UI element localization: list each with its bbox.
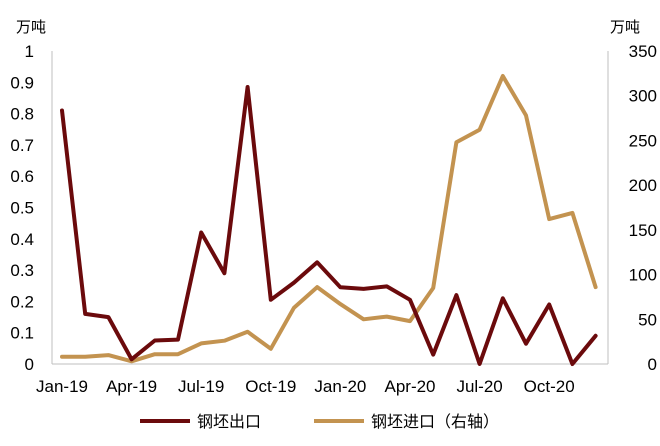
x-tick-label: Apr-19 <box>106 377 157 396</box>
right-tick-label: 300 <box>629 87 657 106</box>
x-tick-label: Jul-20 <box>456 377 502 396</box>
right-tick-label: 200 <box>629 176 657 195</box>
x-axis-ticks: Jan-19 Apr-19 Jul-19 Oct-19 Jan-20 Apr-20 Jul-… <box>36 377 575 396</box>
legend-label-1: 钢坯进口（右轴） <box>371 412 499 431</box>
left-tick-label: 0.9 <box>10 73 34 92</box>
left-tick-label: 0.2 <box>10 292 34 311</box>
right-tick-label: 0 <box>648 355 657 374</box>
right-axis-unit: 万吨 <box>610 18 640 36</box>
x-tick-label: Oct-19 <box>245 377 296 396</box>
left-axis-unit: 万吨 <box>16 18 46 36</box>
left-tick-label: 0.7 <box>10 136 34 155</box>
right-tick-label: 150 <box>629 221 657 240</box>
x-tick-label: Apr-20 <box>384 377 435 396</box>
left-tick-label: 0.3 <box>10 261 34 280</box>
left-tick-label: 0.8 <box>10 105 34 124</box>
x-tick-label: Jan-20 <box>314 377 366 396</box>
x-tick-label: Oct-20 <box>524 377 575 396</box>
left-tick-label: 0.1 <box>10 324 34 343</box>
left-axis-ticks: 0 0.1 0.2 0.3 0.4 0.5 0.6 0.7 0.8 0.9 1 <box>10 42 34 374</box>
right-tick-label: 50 <box>638 310 657 329</box>
right-axis-ticks: 0 50 100 150 200 250 300 350 <box>629 42 657 374</box>
right-tick-label: 100 <box>629 266 657 285</box>
x-tick-label: Jul-19 <box>178 377 224 396</box>
right-tick-label: 350 <box>629 42 657 61</box>
left-tick-label: 0.4 <box>10 230 34 249</box>
left-tick-label: 1 <box>25 42 34 61</box>
legend: 钢坯出口 钢坯进口（右轴） <box>140 412 499 431</box>
series-layer <box>60 74 598 366</box>
series-line-0 <box>60 85 598 366</box>
x-tick-label: Jan-19 <box>36 377 88 396</box>
left-tick-label: 0.5 <box>10 199 34 218</box>
right-tick-label: 250 <box>629 131 657 150</box>
left-tick-label: 0 <box>25 355 34 374</box>
legend-label-0: 钢坯出口 <box>197 412 261 431</box>
series-line-1 <box>60 74 598 364</box>
left-tick-label: 0.6 <box>10 167 34 186</box>
